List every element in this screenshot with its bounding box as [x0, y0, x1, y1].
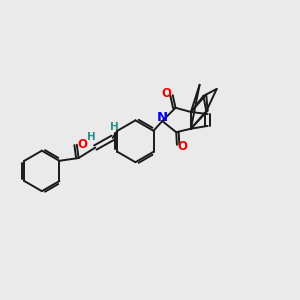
Text: H: H — [110, 122, 119, 132]
Text: H: H — [87, 132, 95, 142]
Text: O: O — [78, 138, 88, 151]
Text: N: N — [157, 111, 168, 124]
Text: O: O — [162, 87, 172, 100]
Text: O: O — [178, 140, 188, 153]
